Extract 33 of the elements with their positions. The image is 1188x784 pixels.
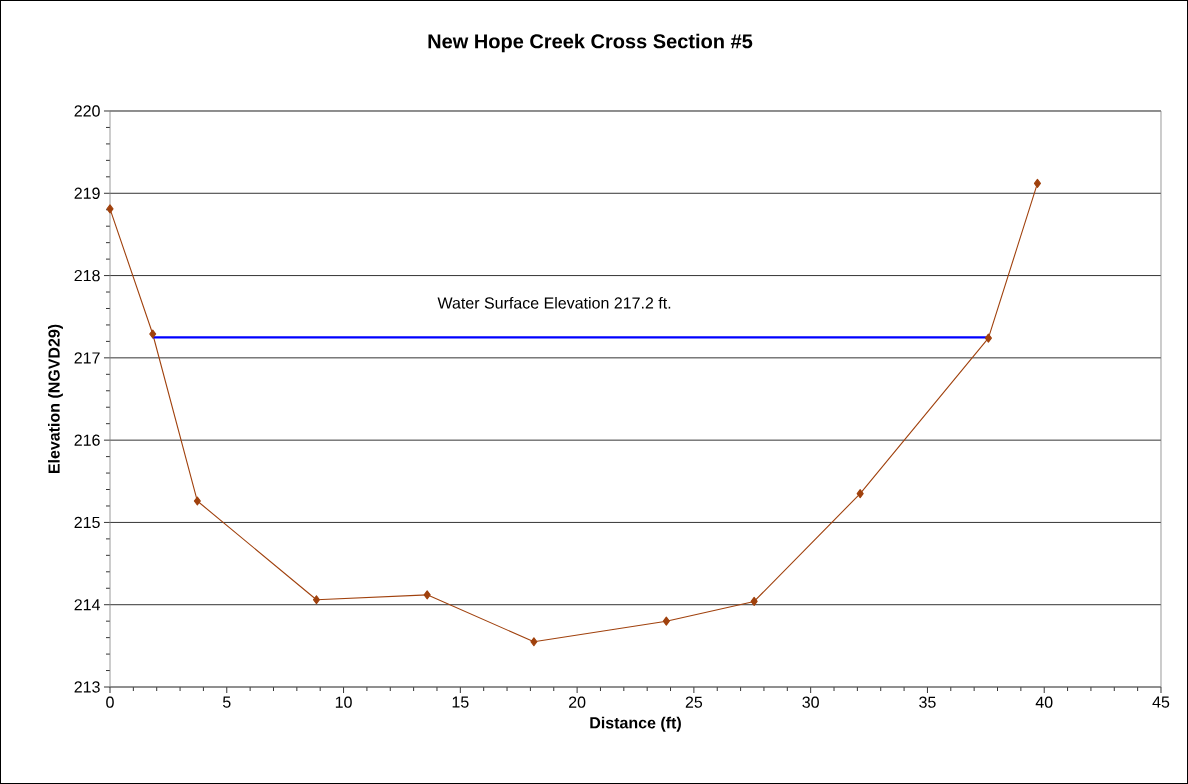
y-axis-title: Elevation (NGVD29) bbox=[47, 324, 63, 474]
y-tick-label: 218 bbox=[74, 269, 100, 282]
point bbox=[106, 204, 114, 214]
point bbox=[984, 333, 992, 343]
x-tick-label: 40 bbox=[1035, 696, 1053, 708]
x-tick-label: 20 bbox=[569, 696, 586, 708]
x-axis-title: Distance (ft) bbox=[590, 716, 681, 732]
y-tick-label: 219 bbox=[74, 187, 100, 199]
point bbox=[312, 595, 321, 605]
x-tick-label: 0 bbox=[106, 696, 114, 708]
y-tick-label: 215 bbox=[74, 516, 100, 529]
point bbox=[530, 637, 538, 647]
point bbox=[149, 329, 157, 339]
chart-title: New Hope Creek Cross Section #5 bbox=[428, 33, 753, 53]
x-tick-label: 35 bbox=[919, 696, 936, 708]
point bbox=[193, 496, 201, 506]
point bbox=[856, 489, 864, 499]
y-tick-label: 216 bbox=[74, 434, 100, 446]
y-tick-label: 214 bbox=[74, 599, 100, 611]
x-tick-label: 25 bbox=[685, 696, 703, 708]
y-tick-label: 217 bbox=[74, 352, 100, 364]
y-tick-label: 220 bbox=[74, 105, 100, 117]
x-tick-label: 30 bbox=[802, 696, 819, 708]
point bbox=[750, 596, 758, 606]
point bbox=[662, 616, 670, 626]
x-tick-label: 45 bbox=[1152, 696, 1170, 708]
y-tick-label: 213 bbox=[74, 681, 100, 693]
x-tick-label: 10 bbox=[335, 696, 352, 708]
point bbox=[1033, 178, 1041, 188]
annotation: Water Surface Elevation 217.2 ft. bbox=[437, 296, 671, 309]
x-tick-label: 5 bbox=[222, 696, 231, 708]
point bbox=[423, 590, 431, 600]
x-tick-label: 15 bbox=[452, 696, 469, 708]
